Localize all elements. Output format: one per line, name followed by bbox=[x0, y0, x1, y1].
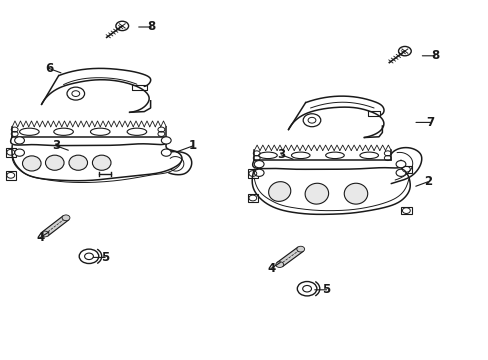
Ellipse shape bbox=[291, 152, 309, 158]
Circle shape bbox=[395, 161, 405, 168]
Circle shape bbox=[395, 169, 405, 176]
Ellipse shape bbox=[45, 155, 64, 170]
Circle shape bbox=[303, 114, 320, 127]
Bar bbox=[247, 194, 257, 202]
Circle shape bbox=[297, 282, 316, 296]
Circle shape bbox=[15, 137, 24, 144]
Polygon shape bbox=[42, 216, 69, 236]
Circle shape bbox=[254, 169, 264, 176]
Ellipse shape bbox=[20, 128, 39, 135]
Bar bbox=[400, 207, 411, 214]
Ellipse shape bbox=[325, 152, 344, 158]
Text: 8: 8 bbox=[430, 49, 438, 62]
Polygon shape bbox=[276, 247, 303, 267]
Circle shape bbox=[62, 215, 70, 221]
Text: 3: 3 bbox=[52, 139, 60, 152]
Bar bbox=[6, 171, 16, 180]
Circle shape bbox=[161, 149, 171, 156]
Text: 4: 4 bbox=[267, 262, 275, 275]
Ellipse shape bbox=[54, 128, 73, 135]
Circle shape bbox=[254, 161, 264, 168]
Text: 5: 5 bbox=[322, 283, 330, 296]
Circle shape bbox=[41, 231, 49, 237]
Bar bbox=[6, 148, 16, 157]
Circle shape bbox=[275, 262, 283, 267]
Circle shape bbox=[296, 246, 304, 252]
Ellipse shape bbox=[305, 183, 328, 204]
Ellipse shape bbox=[127, 128, 146, 135]
Text: 2: 2 bbox=[423, 175, 431, 188]
Circle shape bbox=[161, 137, 171, 144]
Ellipse shape bbox=[90, 128, 110, 135]
Circle shape bbox=[79, 249, 99, 264]
Circle shape bbox=[67, 87, 84, 100]
Text: 4: 4 bbox=[36, 231, 44, 244]
Text: 5: 5 bbox=[101, 251, 109, 264]
Ellipse shape bbox=[92, 155, 111, 170]
Ellipse shape bbox=[359, 152, 378, 158]
Text: 1: 1 bbox=[189, 139, 197, 152]
Ellipse shape bbox=[258, 152, 277, 158]
Bar bbox=[247, 169, 257, 178]
Text: 3: 3 bbox=[277, 148, 285, 161]
Text: 8: 8 bbox=[147, 21, 155, 33]
Ellipse shape bbox=[69, 155, 87, 170]
Bar bbox=[400, 166, 411, 173]
Text: 6: 6 bbox=[45, 62, 53, 75]
Text: 7: 7 bbox=[426, 116, 433, 129]
Circle shape bbox=[15, 149, 24, 156]
Ellipse shape bbox=[22, 156, 41, 171]
Ellipse shape bbox=[344, 183, 367, 204]
Ellipse shape bbox=[268, 182, 290, 201]
